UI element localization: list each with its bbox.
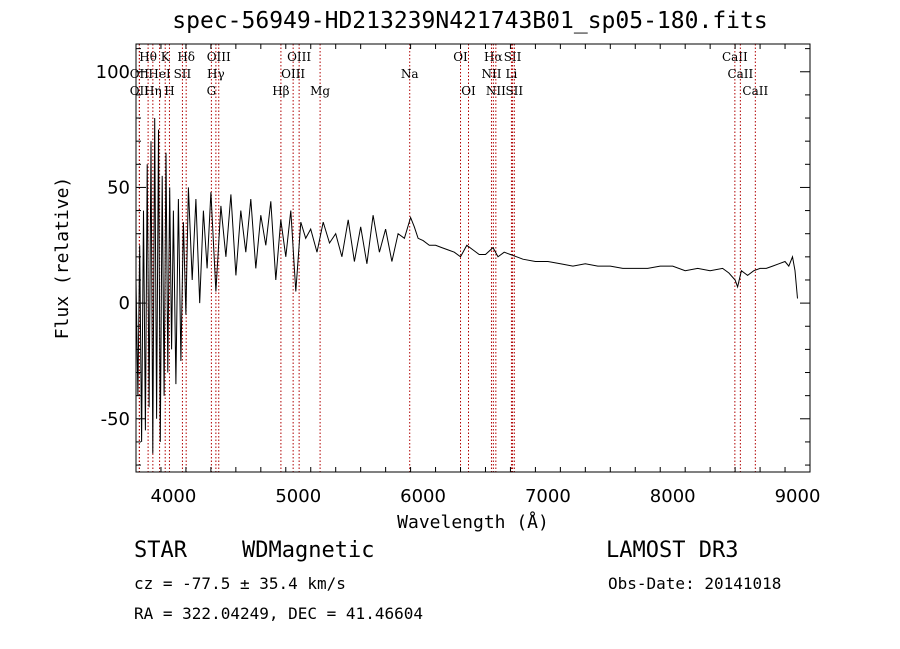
x-tick-label: 6000 bbox=[400, 486, 446, 507]
object-class: STAR bbox=[134, 538, 187, 563]
spectrum-line bbox=[135, 117, 798, 454]
survey-name: LAMOST DR3 bbox=[606, 538, 739, 563]
line-label-3: OIII bbox=[207, 50, 231, 64]
line-label-7: SII bbox=[504, 50, 522, 64]
y-tick-label: 50 bbox=[107, 177, 130, 198]
x-tick-label: 9000 bbox=[775, 486, 821, 507]
y-tick-label: -50 bbox=[101, 409, 130, 430]
chart-title: spec-56949-HD213239N421743B01_sp05-180.f… bbox=[172, 8, 768, 34]
line-label-17: CaII bbox=[727, 67, 753, 81]
line-label-12: Hγ bbox=[207, 67, 225, 81]
line-label-11: SII bbox=[174, 67, 192, 81]
x-tick-label: 7000 bbox=[525, 486, 571, 507]
y-tick-label: 100 bbox=[96, 62, 130, 83]
line-label-24: OI bbox=[461, 84, 476, 98]
line-label-21: G bbox=[207, 84, 217, 98]
redshift-text: cz = -77.5 ± 35.4 km/s bbox=[134, 574, 346, 593]
line-label-25: NII bbox=[486, 84, 506, 98]
line-label-16: Li bbox=[506, 67, 518, 81]
y-tick-label: 0 bbox=[119, 293, 130, 314]
line-label-4: OIII bbox=[287, 50, 311, 64]
line-label-27: CaII bbox=[742, 84, 768, 98]
line-label-9: OII bbox=[130, 67, 150, 81]
line-label-20: H bbox=[164, 84, 174, 98]
line-label-22: Hβ bbox=[272, 84, 289, 98]
line-label-23: Mg bbox=[310, 84, 330, 98]
x-tick-label: 4000 bbox=[151, 486, 197, 507]
line-label-8: CaII bbox=[722, 50, 748, 64]
line-label-14: Na bbox=[401, 67, 419, 81]
line-label-10: HeI bbox=[148, 67, 171, 81]
line-label-19: Hη bbox=[144, 84, 162, 98]
y-axis-label: Flux (relative) bbox=[52, 177, 73, 340]
x-tick-label: 5000 bbox=[275, 486, 321, 507]
obs-date-text: Obs-Date: 20141018 bbox=[608, 574, 782, 593]
x-axis-label: Wavelength (Å) bbox=[397, 511, 549, 533]
line-label-18: OII bbox=[130, 84, 150, 98]
line-label-5: OI bbox=[453, 50, 468, 64]
line-label-26: SII bbox=[505, 84, 523, 98]
line-label-1: K bbox=[161, 50, 171, 64]
object-subclass: WDMagnetic bbox=[242, 538, 375, 563]
line-label-6: Hα bbox=[484, 50, 503, 64]
coordinates-text: RA = 322.04249, DEC = 41.46604 bbox=[134, 604, 423, 623]
line-label-0: Hθ bbox=[139, 50, 157, 64]
line-label-15: NII bbox=[481, 67, 501, 81]
x-tick-label: 8000 bbox=[650, 486, 696, 507]
line-label-2: Hδ bbox=[177, 50, 195, 64]
line-label-13: OIII bbox=[281, 67, 305, 81]
plot-frame bbox=[135, 43, 811, 473]
